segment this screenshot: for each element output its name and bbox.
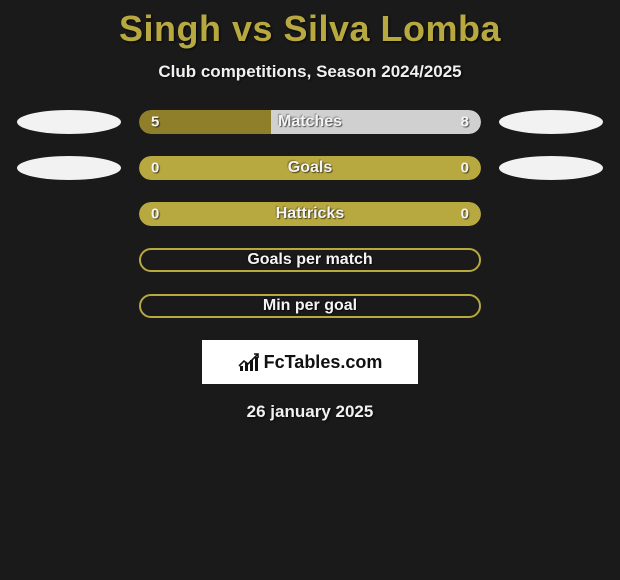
stat-label: Hattricks xyxy=(139,205,481,223)
stat-bar: Goals per match xyxy=(139,248,481,272)
stat-label: Goals xyxy=(139,159,481,177)
left-oval xyxy=(17,110,121,134)
right-oval xyxy=(499,156,603,180)
logo-text: FcTables.com xyxy=(264,352,383,373)
date-line: 26 january 2025 xyxy=(0,402,620,422)
stat-row: 00Hattricks xyxy=(0,202,620,226)
left-oval-spacer xyxy=(17,248,121,272)
stat-row: Goals per match xyxy=(0,248,620,272)
stat-bar: 00Goals xyxy=(139,156,481,180)
logo-badge: FcTables.com xyxy=(202,340,418,384)
right-oval xyxy=(499,110,603,134)
stat-label: Matches xyxy=(139,113,481,131)
left-oval-spacer xyxy=(17,202,121,226)
stat-bar: 00Hattricks xyxy=(139,202,481,226)
stat-row: Min per goal xyxy=(0,294,620,318)
page-subtitle: Club competitions, Season 2024/2025 xyxy=(0,62,620,82)
left-oval-spacer xyxy=(17,294,121,318)
stat-bar: Min per goal xyxy=(139,294,481,318)
stat-label: Goals per match xyxy=(141,251,479,269)
right-oval-spacer xyxy=(499,248,603,272)
page-title: Singh vs Silva Lomba xyxy=(0,0,620,50)
stat-bar: 58Matches xyxy=(139,110,481,134)
stat-label: Min per goal xyxy=(141,297,479,315)
stat-row: 00Goals xyxy=(0,156,620,180)
stat-row: 58Matches xyxy=(0,110,620,134)
right-oval-spacer xyxy=(499,294,603,318)
stats-rows-container: 58Matches 00Goals 00Hattricks Goals per mat… xyxy=(0,110,620,318)
chart-icon xyxy=(238,352,260,372)
left-oval xyxy=(17,156,121,180)
right-oval-spacer xyxy=(499,202,603,226)
